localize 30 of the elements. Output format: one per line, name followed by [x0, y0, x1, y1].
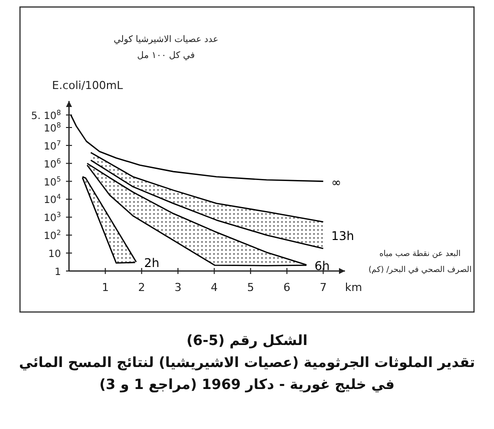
y-tick-label: 10$^{4}$ [44, 193, 62, 206]
y-tick-label: 10$^{5}$ [44, 175, 61, 188]
x-tick-label: 7 [320, 281, 327, 294]
x-tick-label: 4 [210, 281, 218, 294]
y-tick-label: 5. 10$^{8}$ [31, 108, 61, 122]
x-tick-label: 3 [174, 281, 182, 294]
text: عدد عصيات الاشيرشيا كولي [114, 35, 218, 45]
x-tick-label: 5 [247, 281, 254, 294]
x-tick-label: 2 [138, 281, 146, 294]
text: البعد عن نقطة صب مياه [379, 249, 461, 258]
line-series [70, 114, 324, 182]
y-tick-label: 10 [48, 249, 61, 260]
text: الصرف الصحي في البحر/ (كم) [368, 265, 472, 274]
series-label: 6h [314, 259, 330, 274]
y-axis-title: E.coli/100mL [52, 79, 124, 92]
y-tick-label: 10$^{3}$ [44, 211, 61, 224]
y-tick-label: 1 [54, 267, 61, 278]
series-label: ∞ [331, 175, 342, 190]
x-axis-title: km [345, 281, 362, 294]
y-tick-label: 10$^{8}$ [44, 121, 61, 134]
y-tick-label: 10$^{2}$ [44, 229, 61, 242]
text: تقدير الملوثات الجرثومية (عصيات الاشيريشيا) لنتائج المسح المائي في خليج غورية - دكار 1969 (مراجع 1 و 3) [18, 354, 476, 395]
series-label: 2h [144, 256, 160, 270]
y-tick-label: 10$^{7}$ [44, 139, 61, 152]
x-tick-label: 6 [283, 281, 290, 294]
text: الشكل رقم (5-6) [185, 332, 308, 351]
y-tick-label: 10$^{6}$ [44, 157, 62, 170]
series-label: 13h [331, 229, 354, 244]
x-tick-label: 1 [102, 281, 109, 294]
text: في كل ١٠٠ مل [137, 51, 195, 61]
